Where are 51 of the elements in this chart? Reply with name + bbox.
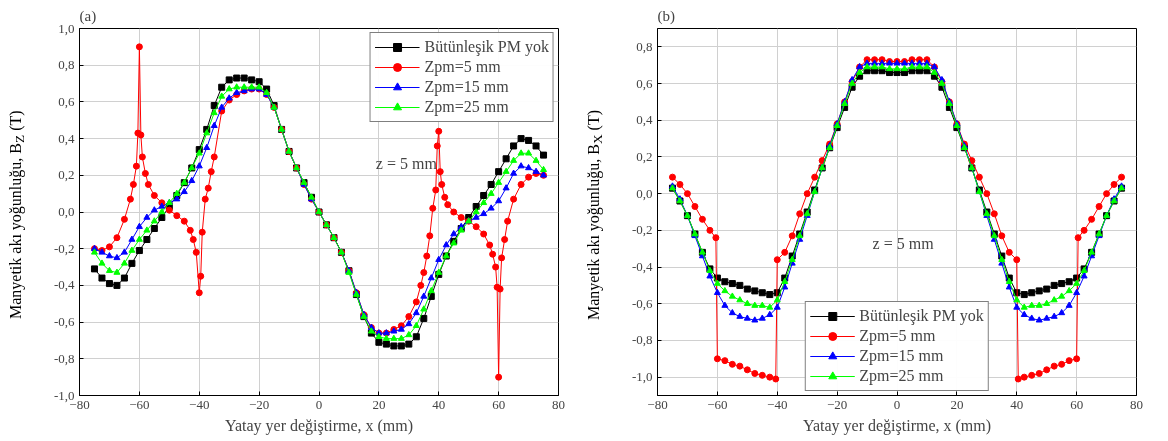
chart-title: (a): [79, 7, 97, 25]
y-tick-label: 1,0: [58, 20, 75, 36]
legend-label: Zpm=5 mm: [859, 327, 936, 345]
legend-label: Bütünleşik PM yok: [424, 38, 549, 56]
x-tick-label: −80: [647, 396, 668, 412]
y-tick-label: 0,2: [58, 167, 75, 183]
x-tick-label: −40: [767, 396, 788, 412]
x-tick-label: −60: [129, 396, 150, 412]
y-tick-label: -0,6: [631, 295, 653, 311]
x-tick-label: −40: [189, 396, 210, 412]
x-tick-label: 80: [1130, 396, 1143, 412]
x-tick-label: −20: [826, 396, 848, 412]
x-tick-label: 60: [1070, 396, 1084, 412]
legend-label: Zpm=15 mm: [424, 78, 509, 96]
annotation: z = 5 mm: [872, 234, 935, 252]
y-tick-label: -0,2: [631, 222, 653, 238]
x-tick-label: 80: [552, 396, 565, 412]
y-tick-label: 0,2: [636, 148, 653, 164]
y-tick-label: -0,2: [53, 240, 75, 256]
legend-label: Zpm=25 mm: [424, 98, 509, 116]
y-tick-label: 0,4: [636, 112, 653, 128]
y-tick-label: -0,8: [53, 350, 75, 366]
legend-label: Zpm=5 mm: [424, 58, 501, 76]
x-tick-label: 0: [315, 396, 323, 412]
x-axis-title: Yatay yer değiştirme, x (mm): [224, 416, 414, 435]
legend-label: Zpm=15 mm: [859, 347, 944, 365]
x-axis-title: Yatay yer değiştirme, x (mm): [802, 416, 992, 435]
x-tick-label: 0: [893, 396, 901, 412]
y-tick-label: -1,0: [53, 387, 75, 403]
y-tick-label: -0,8: [631, 332, 653, 348]
y-tick-label: -1,0: [631, 369, 653, 385]
x-tick-label: 40: [1010, 396, 1024, 412]
y-tick-label: 0,6: [636, 75, 653, 91]
x-tick-label: −60: [707, 396, 728, 412]
chart-title: (b): [657, 7, 675, 25]
legend-label: Bütünleşik PM yok: [859, 307, 984, 325]
x-tick-label: 20: [950, 396, 964, 412]
y-tick-label: 0,8: [58, 57, 75, 73]
y-tick-label: -0,6: [53, 314, 75, 330]
x-tick-label: −20: [248, 396, 270, 412]
x-tick-label: 60: [492, 396, 506, 412]
y-tick-label: 0,0: [636, 185, 653, 201]
y-tick-label: 0,6: [58, 93, 75, 109]
y-tick-label: -0,4: [53, 277, 75, 293]
y-tick-label: 0,0: [58, 204, 75, 219]
legend-label: Zpm=25 mm: [859, 367, 944, 385]
y-tick-label: -0,4: [631, 259, 653, 275]
y-tick-label: 0,8: [636, 38, 653, 54]
x-tick-label: 40: [432, 396, 446, 412]
y-tick-label: 0,4: [58, 130, 75, 146]
x-tick-label: 20: [372, 396, 386, 412]
